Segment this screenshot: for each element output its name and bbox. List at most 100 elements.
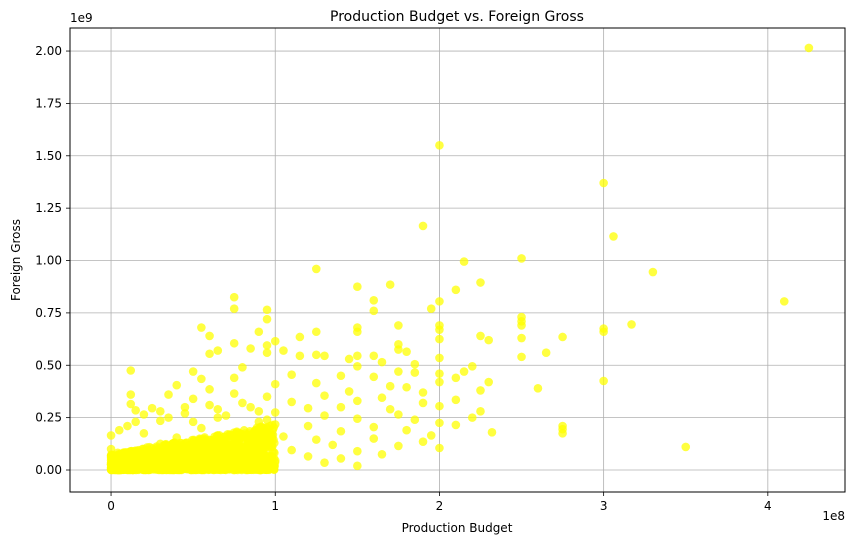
data-point [452,396,461,405]
data-point [649,268,658,277]
data-point [148,404,157,413]
y-offset-label: 1e9 [70,11,93,25]
x-offset-label: 1e8 [822,509,845,523]
data-point [246,344,255,353]
data-point [345,355,354,364]
x-tick-label: 1 [271,499,279,513]
data-point [224,464,233,473]
data-point [476,407,485,416]
data-point [337,454,346,463]
data-point [251,434,260,443]
data-point [172,465,181,474]
data-point [484,336,493,345]
data-point [205,401,214,410]
data-point [353,414,362,423]
data-point [452,286,461,295]
data-point [402,347,411,356]
y-tick-label: 1.50 [35,149,62,163]
data-point [337,371,346,380]
data-point [142,464,151,473]
data-point [230,374,239,383]
x-tick-label: 2 [436,499,444,513]
data-point [488,428,497,437]
data-point [171,455,180,464]
data-point [378,393,387,402]
data-point [320,411,329,420]
data-point [172,381,181,390]
data-point [126,366,135,375]
data-point [386,405,395,414]
data-point [411,360,420,369]
data-point [189,394,198,403]
data-point [287,398,296,407]
data-point [181,451,190,460]
data-point [386,382,395,391]
data-point [435,354,444,363]
data-point [304,422,313,431]
data-point [394,321,403,330]
data-point [394,345,403,354]
data-point [320,352,329,361]
y-tick-label: 1.25 [35,201,62,215]
data-point [205,349,214,358]
y-tick-label: 2.00 [35,44,62,58]
data-point [213,464,222,473]
data-point [197,457,206,466]
data-point [435,141,444,150]
data-point [271,380,280,389]
data-point [369,434,378,443]
data-point [271,456,280,465]
data-point [427,304,436,313]
data-point [353,327,362,336]
data-point [542,348,551,357]
x-axis-label: Production Budget [402,521,513,535]
data-point [353,462,362,471]
data-point [476,332,485,341]
data-point [312,435,321,444]
data-point [394,367,403,376]
data-point [197,323,206,332]
data-point [312,327,321,336]
data-point [222,411,231,420]
data-point [255,460,264,469]
data-point [213,346,222,355]
data-point [205,332,214,341]
data-point [353,397,362,406]
data-point [476,278,485,287]
chart-title: Production Budget vs. Foreign Gross [330,9,584,25]
data-point [599,327,608,336]
data-point [148,449,157,458]
data-point [468,362,477,371]
data-point [435,402,444,411]
y-tick-label: 0.25 [35,411,62,425]
data-point [312,265,321,274]
data-point [230,453,239,462]
data-point [296,333,305,342]
data-point [164,413,173,422]
data-point [271,408,280,417]
data-point [181,461,190,470]
data-point [131,406,140,415]
data-point [156,416,165,425]
data-point [126,390,135,399]
data-point [435,444,444,453]
data-point [558,429,567,438]
y-axis-label: Foreign Gross [9,219,23,301]
data-point [238,363,247,372]
data-point [153,461,162,470]
data-point [197,424,206,433]
data-point [378,450,387,459]
data-point [287,370,296,379]
data-point [402,383,411,392]
data-point [263,341,272,350]
y-tick-label: 0.75 [35,306,62,320]
data-point [205,445,214,454]
data-point [345,387,354,396]
data-point [172,433,181,442]
data-point [140,429,149,438]
data-point [435,297,444,306]
data-point [337,427,346,436]
data-point [189,367,198,376]
data-point [427,431,436,440]
data-point [517,321,526,330]
